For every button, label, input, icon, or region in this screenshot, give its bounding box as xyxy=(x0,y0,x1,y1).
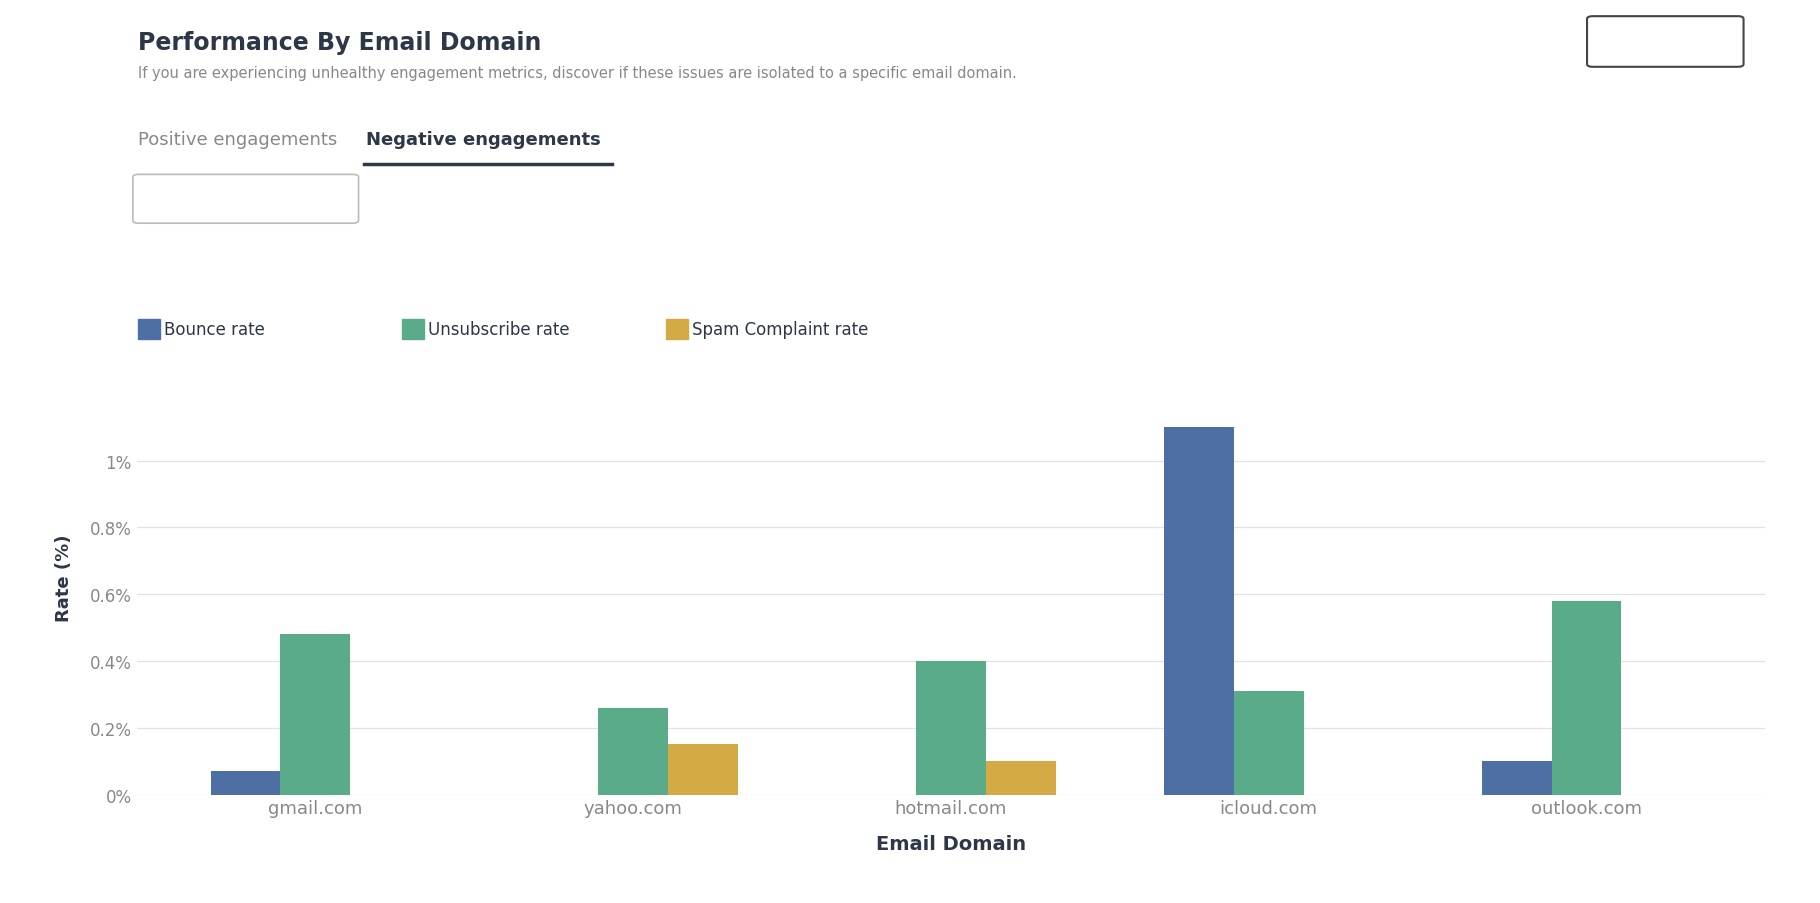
Bar xyxy=(915,661,986,795)
X-axis label: Email Domain: Email Domain xyxy=(875,834,1026,853)
Text: ▾: ▾ xyxy=(335,191,342,209)
Y-axis label: Rate (%): Rate (%) xyxy=(55,535,73,621)
Bar xyxy=(211,771,280,795)
Bar xyxy=(280,635,351,795)
Text: Unsubscribe rate: Unsubscribe rate xyxy=(428,321,570,339)
Text: Positive engagements: Positive engagements xyxy=(138,131,337,149)
Bar xyxy=(986,761,1056,795)
Text: Spam Complaint rate: Spam Complaint rate xyxy=(692,321,868,339)
Bar xyxy=(668,745,739,795)
Bar xyxy=(599,708,668,795)
Text: Negative engagements: Negative engagements xyxy=(366,131,601,149)
Text: Performance By Email Domain: Performance By Email Domain xyxy=(138,32,542,55)
Text: 5 selected ×: 5 selected × xyxy=(151,191,257,209)
Text: If you are experiencing unhealthy engagement metrics, discover if these issues a: If you are experiencing unhealthy engage… xyxy=(138,66,1017,80)
Bar xyxy=(1481,761,1551,795)
Bar xyxy=(1551,601,1622,795)
Bar xyxy=(1163,428,1234,795)
Text: Export CSV: Export CSV xyxy=(1613,33,1718,51)
Bar xyxy=(1234,692,1303,795)
Text: Bounce rate: Bounce rate xyxy=(164,321,264,339)
